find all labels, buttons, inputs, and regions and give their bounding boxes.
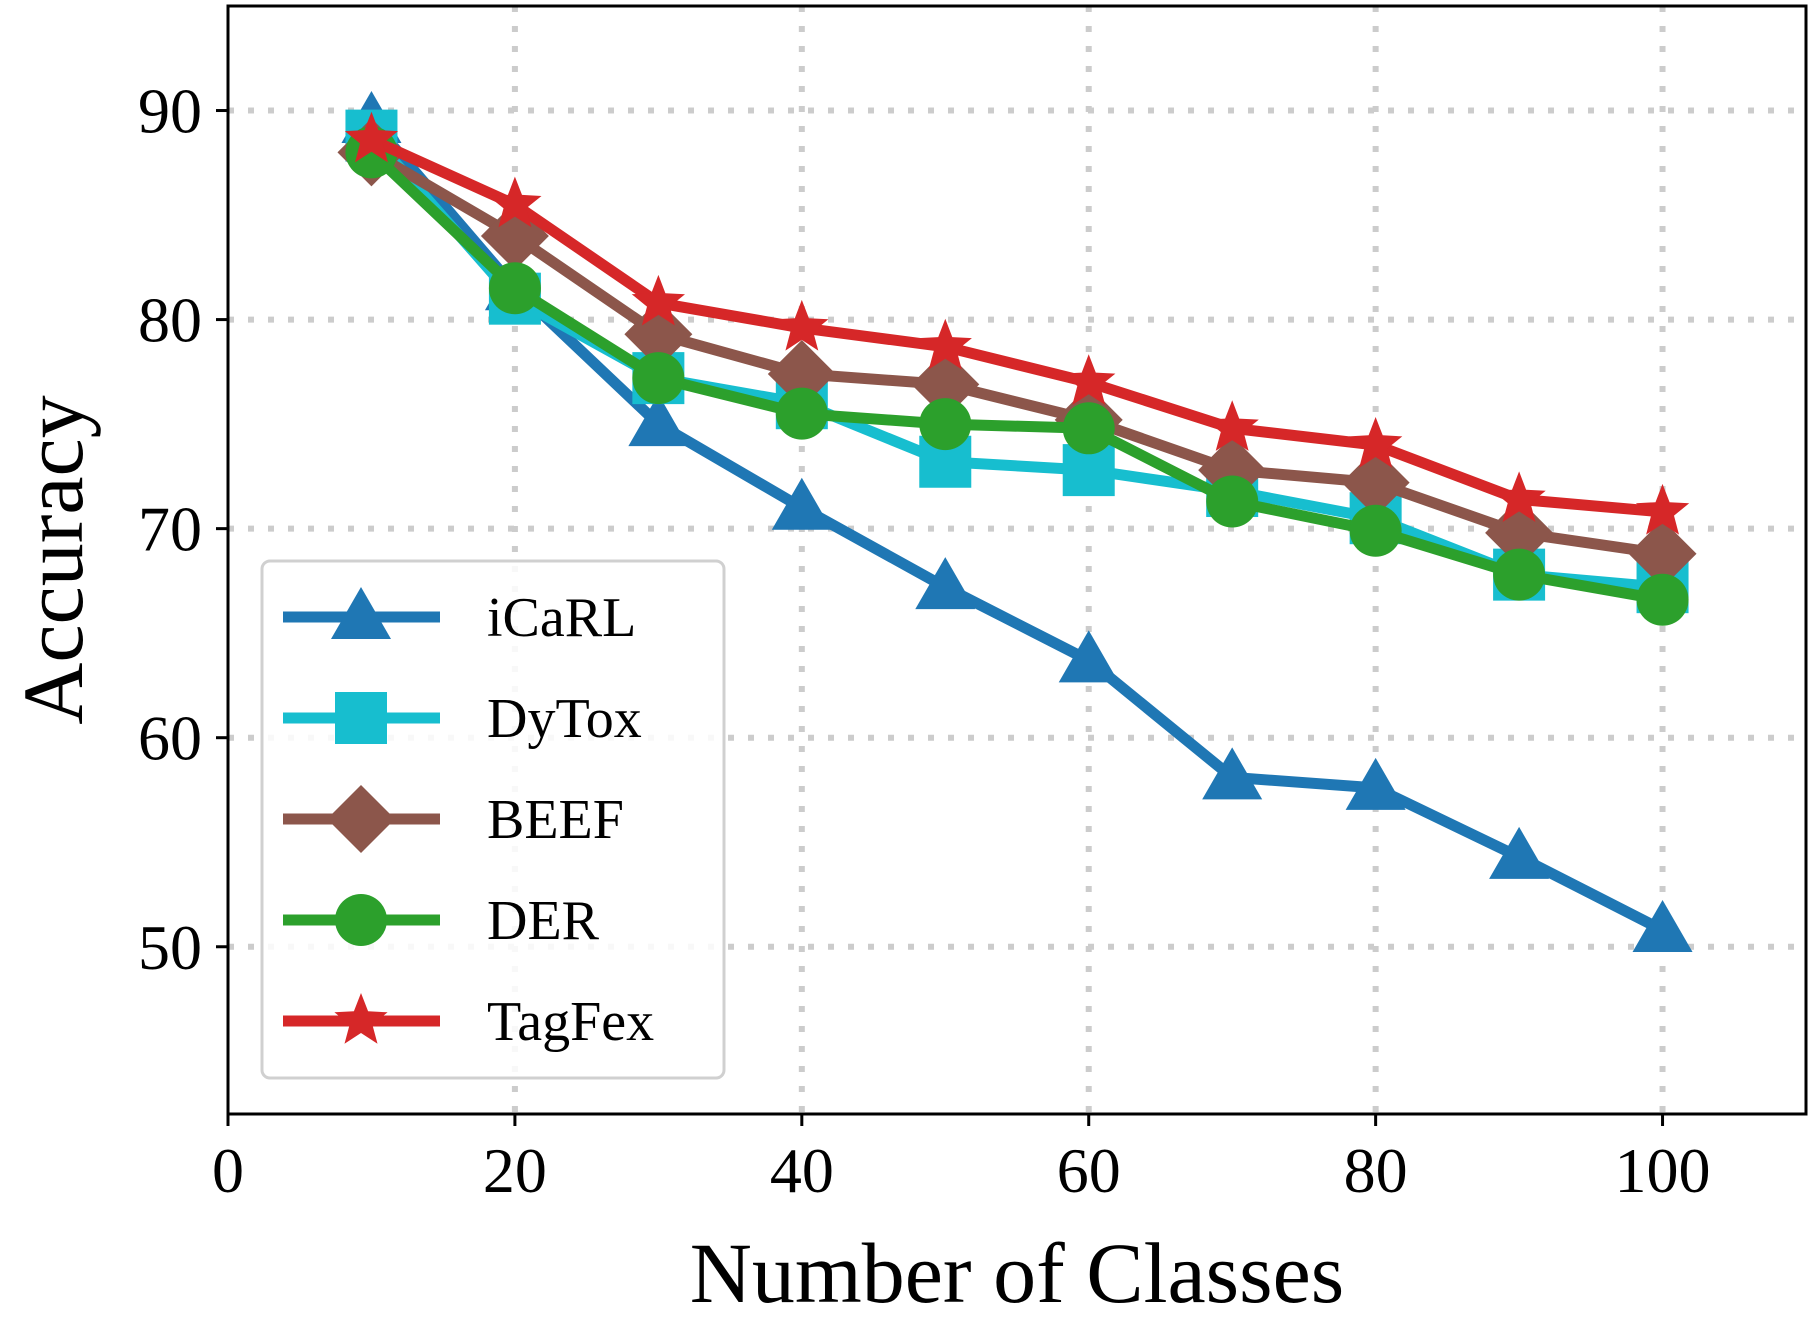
x-tick-label: 20	[483, 1135, 547, 1206]
legend-marker	[327, 785, 395, 853]
x-tick-label: 80	[1344, 1135, 1408, 1206]
data-point	[1628, 519, 1697, 588]
y-tick-label: 50	[138, 912, 202, 983]
series-line	[366, 146, 1668, 606]
legend-marker	[335, 894, 387, 946]
plot-frame	[226, 4, 1808, 1116]
legend-box	[260, 559, 726, 1080]
legend-entry: BEEF	[283, 785, 624, 853]
data-point	[918, 318, 972, 370]
axis-ticks: 0 20 40 60 80 100 50 60 70 80 90	[138, 76, 1711, 1206]
legend-label: DER	[487, 890, 600, 952]
legend-label: iCaRL	[487, 587, 636, 649]
data-point	[628, 394, 689, 447]
data-point	[915, 557, 976, 610]
data-point	[1341, 448, 1410, 517]
series-icarl	[341, 90, 1693, 953]
data-point	[1635, 483, 1690, 535]
data-point	[1493, 548, 1546, 601]
x-tick-label: 0	[212, 1135, 244, 1206]
data-point	[1062, 354, 1116, 405]
data-point	[624, 300, 693, 369]
data-point	[488, 262, 541, 315]
data-point	[771, 477, 832, 530]
data-point	[1636, 573, 1689, 626]
data-point	[1345, 757, 1406, 810]
series-der	[345, 126, 1689, 626]
data-point	[1205, 400, 1259, 451]
data-point	[1489, 826, 1550, 879]
legend-marker	[334, 993, 388, 1044]
y-tick-label: 90	[138, 76, 202, 147]
data-point	[1485, 498, 1554, 567]
plot-series	[337, 90, 1697, 953]
data-point	[1062, 402, 1115, 455]
y-tick-label: 60	[138, 703, 202, 774]
data-point	[1632, 900, 1693, 953]
data-point	[1202, 747, 1263, 800]
legend-label: DyTox	[487, 688, 642, 750]
legend-entry: DyTox	[283, 688, 642, 750]
legend-marker	[335, 692, 387, 744]
data-point	[632, 352, 685, 405]
legend: iCaRL DyTox BEEF DER TagFex	[260, 559, 726, 1080]
series-line	[366, 134, 1668, 518]
data-point	[488, 176, 542, 228]
legend-label: TagFex	[487, 991, 654, 1053]
data-point	[775, 387, 828, 440]
series-beef	[337, 118, 1697, 588]
data-point	[344, 111, 399, 163]
series-line	[366, 146, 1668, 560]
data-point	[1058, 630, 1119, 683]
data-point	[1349, 417, 1403, 468]
y-axis-title: Accuracy	[5, 395, 101, 724]
legend-label: BEEF	[487, 789, 624, 851]
x-tick-label: 60	[1057, 1135, 1121, 1206]
data-point	[1206, 475, 1259, 528]
data-point	[1492, 471, 1546, 522]
legend-marker	[331, 587, 391, 639]
x-tick-label: 100	[1615, 1135, 1711, 1206]
legend-entry: iCaRL	[283, 587, 636, 649]
y-tick-label: 70	[138, 494, 202, 565]
legend-entry: DER	[283, 890, 600, 952]
data-point	[911, 350, 980, 419]
data-point	[1349, 504, 1402, 557]
data-point	[775, 299, 829, 351]
data-point	[767, 339, 836, 408]
series-line	[366, 115, 1668, 936]
y-tick-label: 80	[138, 285, 202, 356]
legend-entry: TagFex	[283, 991, 654, 1053]
x-tick-label: 40	[770, 1135, 834, 1206]
data-point	[631, 274, 685, 326]
data-point	[919, 398, 972, 451]
x-axis-title: Number of Classes	[690, 1225, 1344, 1319]
series-tagfex	[344, 111, 1690, 535]
